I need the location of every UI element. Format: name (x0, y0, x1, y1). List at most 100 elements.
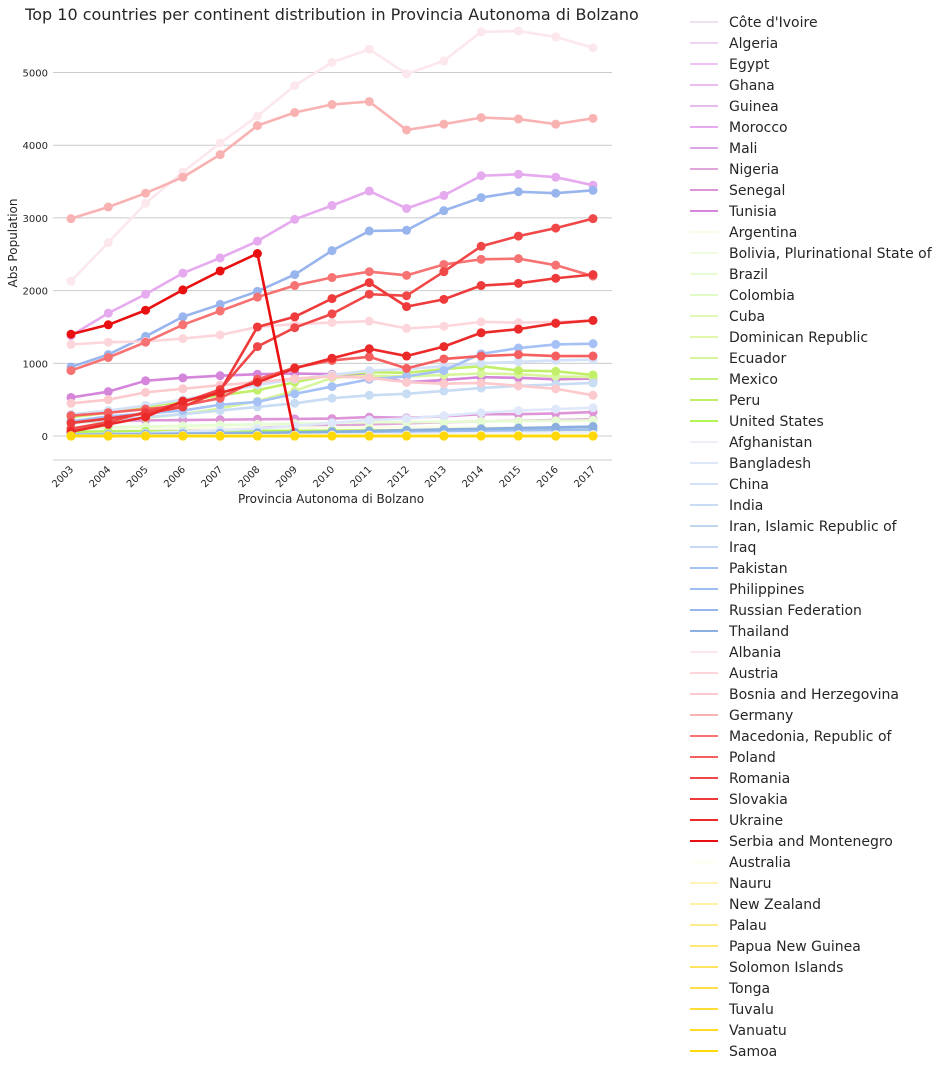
legend-label: Ukraine (729, 813, 783, 829)
legend-label: Vanuatu (729, 1023, 787, 1039)
series-point (364, 373, 374, 383)
series-point (439, 386, 449, 396)
series-point (513, 357, 523, 367)
legend-label: Afghanistan (729, 435, 812, 451)
legend-item: Thailand (690, 624, 789, 640)
x-tick-label: 2012 (386, 464, 412, 490)
series-point (551, 384, 561, 394)
legend-item: Tonga (690, 981, 770, 997)
series-point (364, 366, 374, 376)
legend-item: Senegal (690, 183, 785, 199)
series-point (476, 358, 486, 368)
legend-item: Austria (690, 666, 778, 682)
series-point (513, 324, 523, 334)
series-point (252, 431, 262, 441)
y-tick-label: 2000 (23, 287, 48, 298)
series-point (402, 203, 412, 213)
series-point (513, 350, 523, 360)
series-line (66, 26, 598, 286)
series-point (476, 27, 486, 37)
x-tick-label: 2004 (88, 464, 114, 490)
x-tick-label: 2008 (237, 464, 263, 490)
x-tick-label: 2007 (199, 464, 225, 490)
series-point (215, 400, 225, 410)
series-point (252, 121, 262, 131)
series-point (476, 113, 486, 123)
series-point (476, 368, 486, 378)
legend-label: Guinea (729, 99, 779, 115)
series-point (402, 363, 412, 373)
series-point (178, 396, 188, 406)
y-tick-label: 0 (42, 432, 48, 443)
series-line (66, 254, 598, 376)
legend-label: Albania (729, 645, 781, 661)
series-point (252, 249, 262, 259)
legend-item: Dominican Republic (690, 330, 868, 346)
series-point (141, 412, 151, 422)
series-point (327, 382, 337, 392)
legend-item: Peru (690, 393, 760, 409)
series-point (513, 278, 523, 288)
series-point (215, 299, 225, 309)
series-point (290, 281, 300, 291)
series-point (103, 419, 113, 429)
series-point (66, 214, 76, 224)
legend-item: Nauru (690, 876, 772, 892)
series-point (364, 344, 374, 354)
legend-label: Nauru (729, 876, 772, 892)
series-point (364, 226, 374, 236)
legend-item: Tuvalu (690, 1002, 774, 1018)
series-point (290, 431, 300, 441)
series-point (476, 416, 486, 426)
legend-item: Iran, Islamic Republic of (690, 519, 898, 535)
legend-item: Serbia and Montenegro (690, 834, 893, 850)
legend-item: Philippines (690, 582, 804, 598)
series-point (178, 320, 188, 330)
series-point (588, 185, 598, 195)
series-point (476, 408, 486, 418)
series-point (476, 317, 486, 327)
legend-label: Slovakia (729, 792, 788, 808)
legend-label: Bolivia, Plurinational State of (729, 246, 933, 262)
series-point (290, 108, 300, 118)
series-point (252, 292, 262, 302)
legend-label: Dominican Republic (729, 330, 868, 346)
series-point (103, 320, 113, 330)
series-point (327, 353, 337, 363)
series-point (290, 398, 300, 408)
series-point (66, 411, 76, 421)
series-point (513, 26, 523, 36)
series-point (402, 270, 412, 280)
legend-item: Mexico (690, 372, 778, 388)
legend-label: Austria (729, 666, 778, 682)
series-point (327, 246, 337, 256)
series-point (215, 150, 225, 160)
legend-label: Australia (729, 855, 791, 871)
series-point (66, 366, 76, 376)
series-point (551, 260, 561, 270)
legend-label: Tunisia (728, 204, 777, 220)
y-tick-labels: 0 1000 2000 3000 4000 5000 (23, 69, 48, 443)
series-point (439, 342, 449, 352)
legend-label: Mali (729, 141, 757, 157)
legend-item: Bangladesh (690, 456, 811, 472)
series-point (141, 431, 151, 441)
x-tick-label: 2015 (498, 464, 524, 490)
series-point (476, 328, 486, 338)
legend-label: Nigeria (729, 162, 779, 178)
x-tick-label: 2009 (274, 464, 300, 490)
series-point (103, 308, 113, 318)
legend-item: Australia (690, 855, 791, 871)
series-point (178, 334, 188, 344)
legend-label: India (729, 498, 763, 514)
series-point (476, 241, 486, 251)
series-point (290, 323, 300, 333)
series-point (439, 119, 449, 129)
series-point (66, 398, 76, 408)
series-point (178, 384, 188, 394)
series-point (402, 225, 412, 235)
series-point (290, 389, 300, 399)
legend-label: Iran, Islamic Republic of (729, 519, 898, 535)
series-point (402, 351, 412, 361)
legend-label: Brazil (729, 267, 768, 283)
